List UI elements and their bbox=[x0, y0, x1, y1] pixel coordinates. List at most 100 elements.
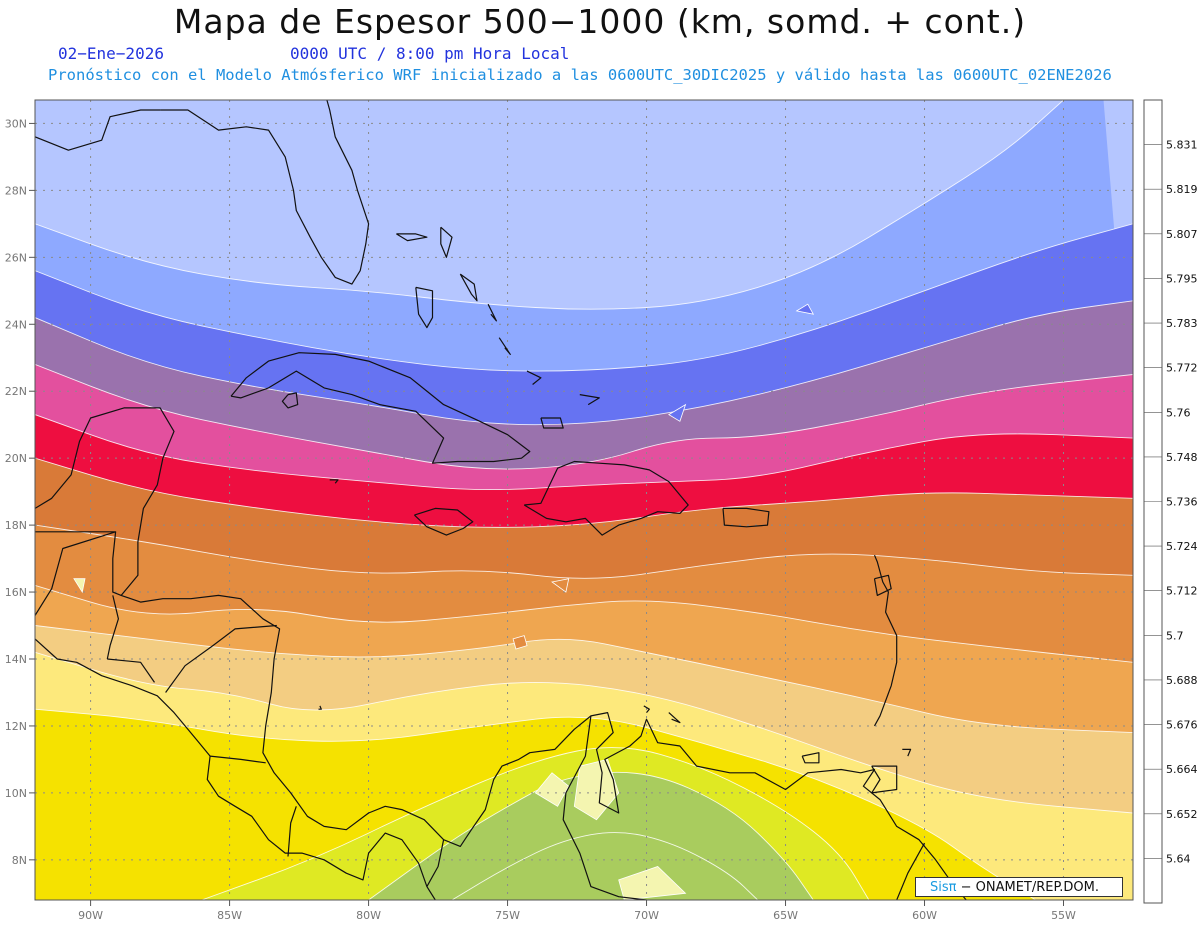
legend-label: 5.688 bbox=[1166, 674, 1198, 687]
forecast-description: Pronóstico con el Modelo Atmósferico WRF… bbox=[48, 66, 1112, 84]
coastline-curacao bbox=[668, 712, 681, 724]
lat-tick-label: 26N bbox=[5, 251, 27, 264]
coastline-pacific-coast bbox=[35, 638, 436, 900]
coastline-gulf-coast-north bbox=[35, 109, 161, 151]
lon-tick-label: 60W bbox=[912, 909, 937, 922]
coastline-long-island bbox=[498, 337, 511, 355]
lon-tick-label: 80W bbox=[356, 909, 381, 922]
coastline-eleuthera bbox=[459, 273, 478, 302]
legend-label: 5.748 bbox=[1166, 451, 1198, 464]
coastline-grand-bahama bbox=[396, 233, 428, 242]
contour-line bbox=[35, 584, 1133, 663]
coastline-acklins bbox=[526, 370, 542, 385]
coastline-trinidad bbox=[871, 765, 898, 794]
legend-label: 5.736 bbox=[1166, 496, 1198, 509]
lon-tick-label: 55W bbox=[1051, 909, 1076, 922]
contour-line bbox=[35, 414, 1133, 491]
lat-tick-label: 10N bbox=[5, 787, 27, 800]
contour-line bbox=[451, 832, 759, 900]
contour-patch bbox=[573, 758, 620, 821]
contour-line bbox=[35, 524, 1133, 579]
lat-tick-label: 14N bbox=[5, 653, 27, 666]
contour-patch bbox=[534, 772, 570, 807]
lon-tick-label: 85W bbox=[217, 909, 242, 922]
coastline-grand-cayman bbox=[329, 479, 339, 484]
lat-tick-label: 20N bbox=[5, 452, 27, 465]
lon-tick-label: 70W bbox=[634, 909, 659, 922]
coastline-cat-island bbox=[487, 303, 497, 322]
lon-tick-label: 65W bbox=[773, 909, 798, 922]
coastline-isla-juventud bbox=[281, 392, 299, 409]
contour-line bbox=[35, 457, 1133, 528]
coastline-tobago bbox=[902, 748, 912, 757]
coastline-panama-colombia-border bbox=[426, 839, 445, 887]
legend-label: 5.783 bbox=[1166, 317, 1198, 330]
legend-label: 5.712 bbox=[1166, 585, 1198, 598]
lat-tick-label: 28N bbox=[5, 184, 27, 197]
coastline-san-andres bbox=[318, 705, 322, 710]
coastline-cuba bbox=[230, 352, 531, 464]
coastline-hispaniola bbox=[523, 460, 689, 536]
contour-patch bbox=[512, 635, 528, 650]
coastline-honduras-nicaragua-border bbox=[165, 624, 277, 693]
contour-patch bbox=[618, 866, 687, 900]
legend-label: 5.807 bbox=[1166, 228, 1198, 241]
lat-tick-label: 16N bbox=[5, 586, 27, 599]
contour-line bbox=[35, 708, 1036, 900]
legend-label: 5.664 bbox=[1166, 763, 1198, 776]
coastline-guadeloupe bbox=[873, 574, 892, 597]
legend-label: 5.795 bbox=[1166, 272, 1198, 285]
map-frame bbox=[34, 99, 1134, 901]
legend-label: 5.831 bbox=[1166, 139, 1198, 152]
contour-line bbox=[35, 363, 1133, 470]
contour-line bbox=[35, 625, 1133, 734]
coastline-jamaica bbox=[413, 507, 474, 536]
legend-label: 5.76 bbox=[1166, 406, 1191, 419]
lat-tick-label: 30N bbox=[5, 117, 27, 130]
lon-tick-label: 90W bbox=[78, 909, 103, 922]
coastline-aruba bbox=[643, 705, 650, 713]
forecast-date: 02−Ene−2026 bbox=[58, 44, 164, 63]
contour-patch bbox=[73, 578, 86, 594]
lat-tick-label: 12N bbox=[5, 720, 27, 733]
lat-tick-label: 8N bbox=[12, 854, 27, 867]
legend-label: 5.64 bbox=[1166, 852, 1191, 865]
coastline-el-salvador-border bbox=[107, 658, 155, 683]
contour-line bbox=[35, 300, 1133, 426]
coastline-belize-guatemala-border bbox=[112, 531, 122, 596]
credit-text: − ONAMET/REP.DOM. bbox=[956, 880, 1100, 895]
contour-line bbox=[35, 100, 1064, 310]
credit-box: Sisπ − ONAMET/REP.DOM. bbox=[915, 877, 1123, 897]
map-field bbox=[35, 100, 1133, 900]
coastline-abaco bbox=[440, 226, 453, 258]
coastline-andros bbox=[415, 286, 434, 329]
legend-label: 5.819 bbox=[1166, 183, 1198, 196]
map-title: Mapa de Espesor 500−1000 (km, somd. + co… bbox=[173, 2, 1027, 41]
lat-tick-label: 24N bbox=[5, 318, 27, 331]
lat-tick-label: 22N bbox=[5, 385, 27, 398]
lon-tick-label: 75W bbox=[495, 909, 520, 922]
coastline-yucatan-central-america bbox=[35, 407, 967, 900]
credit-brand: Sisπ bbox=[930, 880, 957, 895]
legend-label: 5.772 bbox=[1166, 362, 1198, 375]
contour-patch bbox=[795, 303, 815, 315]
coastline-mexico-guatemala-border bbox=[35, 531, 117, 616]
coastline-inagua bbox=[540, 417, 564, 429]
legend-label: 5.676 bbox=[1166, 719, 1198, 732]
legend-label: 5.724 bbox=[1166, 540, 1198, 553]
coastline-costa-rica-panama-border bbox=[287, 806, 297, 857]
coastline-turks-caicos bbox=[579, 394, 600, 406]
contour-patch bbox=[668, 403, 687, 422]
contour-patch bbox=[551, 578, 570, 593]
coastline-guatemala-honduras-border bbox=[106, 595, 120, 660]
coastline-florida bbox=[160, 100, 370, 285]
coastline-margarita bbox=[801, 752, 820, 764]
coastline-venezuela-guyana-border bbox=[896, 842, 926, 900]
coastline-colombia-venezuela-border bbox=[562, 715, 647, 900]
coastline-puerto-rico bbox=[722, 507, 770, 528]
contour-line bbox=[35, 651, 1133, 814]
legend-label: 5.652 bbox=[1166, 808, 1198, 821]
forecast-time: 0000 UTC / 8:00 pm Hora Local bbox=[290, 44, 570, 63]
legend-label: 5.7 bbox=[1166, 629, 1184, 642]
